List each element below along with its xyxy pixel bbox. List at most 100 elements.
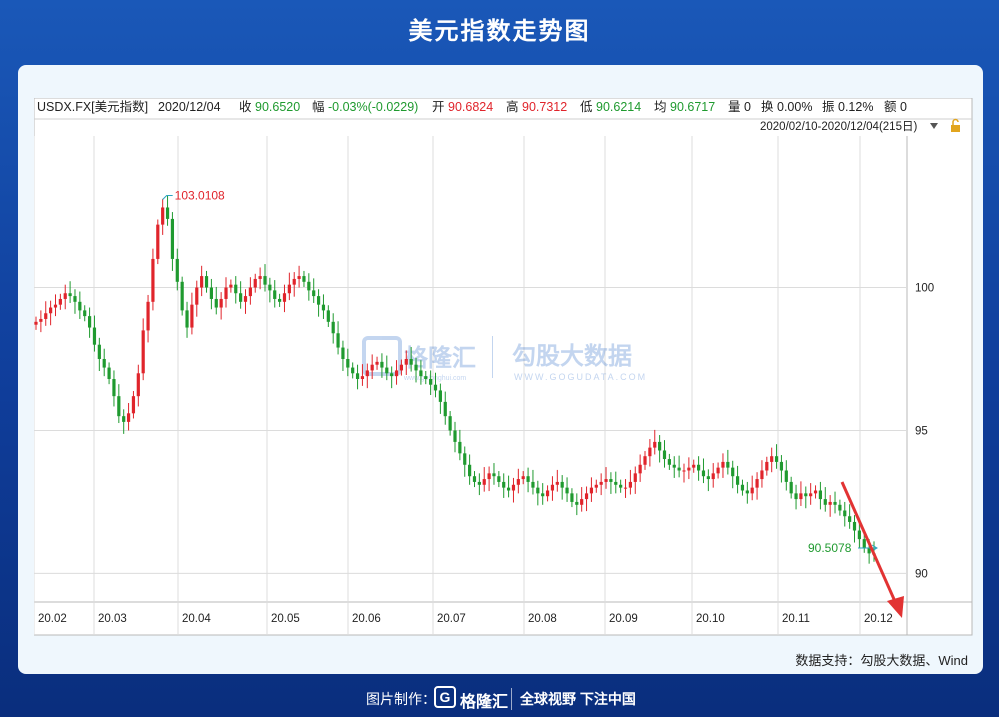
made-by-label: 图片制作： [366, 691, 436, 707]
candle [360, 364, 365, 386]
candle [740, 479, 745, 496]
candle [190, 292, 194, 335]
info-avg-value: 90.6717 [670, 100, 715, 114]
candle [331, 313, 335, 344]
candle [273, 280, 277, 308]
x-tick-label: 20.02 [38, 613, 67, 625]
candle [365, 363, 369, 389]
footer: 图片制作： G 格隆汇 全球视野 下注中国 [0, 680, 999, 717]
candle [594, 479, 598, 493]
candle [609, 472, 613, 494]
candle [97, 337, 101, 372]
candle [472, 471, 477, 488]
candle [726, 449, 730, 475]
gelonghui-logo-icon: G [434, 686, 456, 708]
candle [711, 463, 715, 488]
x-axis: 20.02 20.03 20.04 20.05 20.06 20.07 20.08 20.09… [38, 613, 893, 625]
candle [375, 356, 379, 370]
candle [58, 293, 62, 310]
lock-icon[interactable] [951, 118, 960, 133]
candle [687, 457, 691, 480]
candle [818, 481, 823, 510]
candle [68, 281, 72, 303]
max-annotation: 103.0108 [162, 188, 225, 202]
candle [468, 454, 472, 485]
candle [394, 360, 399, 385]
candle [380, 353, 384, 378]
candle [682, 463, 686, 483]
candle [589, 477, 594, 502]
candle [735, 465, 740, 494]
candle [701, 458, 706, 484]
candle [497, 471, 501, 488]
candle [692, 459, 696, 473]
candle [731, 460, 735, 489]
candle [253, 273, 257, 293]
candle [463, 446, 467, 477]
candle [112, 370, 116, 407]
candle [287, 272, 291, 301]
candle [477, 473, 481, 496]
candle [219, 292, 223, 320]
x-tick-label: 20.09 [609, 613, 638, 625]
candle [648, 439, 652, 467]
info-open-label: 开 [432, 100, 445, 114]
candle [506, 475, 511, 498]
info-change-label: 幅 [312, 99, 325, 114]
candle [482, 467, 486, 492]
y-tick-label: 95 [915, 425, 928, 437]
x-tick-label: 20.12 [864, 613, 893, 625]
candle [550, 476, 555, 501]
candle [156, 219, 160, 265]
candle [623, 479, 628, 498]
candle [453, 421, 457, 453]
info-close-value: 90.6520 [255, 100, 300, 114]
candle [234, 276, 238, 304]
chart-panel: 格隆汇 www.gelonghui.com 勾股大数据 WWW.GOGUDATA… [18, 65, 983, 674]
info-date: 2020/12/04 [158, 100, 221, 114]
candle [170, 212, 175, 271]
candle [229, 279, 233, 293]
watermark-brand2-sub: WWW.GOGUDATA.COM [514, 372, 647, 382]
date-range-label: 2020/02/10-2020/12/04(215日) [760, 121, 917, 133]
candle [653, 429, 657, 455]
candle [438, 383, 442, 414]
candle [804, 486, 808, 509]
candle [809, 483, 813, 505]
info-turnover-label: 换 [761, 100, 774, 114]
candle [599, 473, 603, 496]
candle [87, 307, 92, 338]
candle [278, 293, 282, 307]
candle [541, 483, 545, 505]
range-dropdown-icon[interactable] [930, 123, 938, 129]
candle [321, 294, 326, 319]
x-tick-label: 20.11 [782, 613, 810, 625]
candle [224, 277, 228, 308]
candle [141, 318, 145, 381]
candle [813, 485, 818, 499]
candle [370, 354, 374, 380]
candle [555, 469, 559, 492]
candle [545, 485, 550, 502]
info-close-label: 收 [239, 100, 252, 114]
candle [126, 403, 131, 431]
candle [697, 456, 701, 481]
candle [351, 362, 355, 379]
candle [404, 350, 408, 376]
candle [83, 305, 87, 322]
candle [536, 480, 540, 506]
candle [575, 493, 579, 516]
info-low-label: 低 [580, 100, 593, 114]
candle [619, 479, 623, 493]
candle [312, 278, 316, 303]
candle [419, 360, 423, 385]
candle [102, 348, 106, 377]
candle [248, 277, 252, 305]
candle [745, 481, 749, 504]
candle [63, 284, 67, 310]
candle [604, 467, 608, 489]
candle [672, 456, 676, 478]
candle [44, 301, 48, 326]
candle [838, 499, 842, 516]
info-avg-label: 均 [654, 100, 667, 114]
